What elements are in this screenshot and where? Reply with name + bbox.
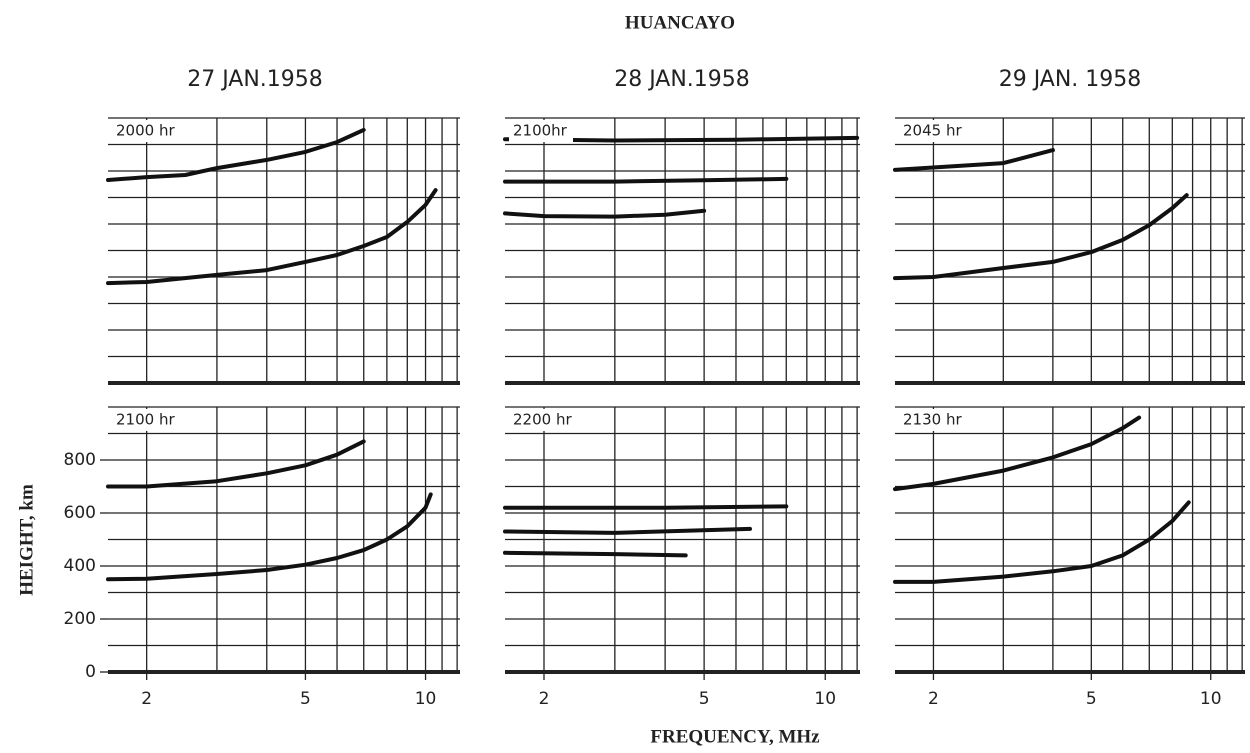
y-tick-label: 200 [64,609,96,629]
time-label: 2100 hr [116,411,175,429]
echo-trace [106,439,366,489]
x-tick-label: 5 [1086,689,1097,709]
x-tick-label: 5 [300,689,311,709]
time-label-bg [112,120,176,142]
x-tick-label: 2 [539,689,550,709]
time-label-bg [509,120,573,142]
echo-trace [893,193,1189,281]
x-tick-label: 10 [1200,689,1222,709]
time-label-bg [112,409,176,431]
y-tick-label: 0 [85,662,96,682]
y-axis-label: HEIGHT, km [16,484,37,596]
time-label-bg [509,409,573,431]
y-tick-label: 600 [64,503,96,523]
time-label-bg [899,409,963,431]
echo-trace [503,208,707,219]
figure-title: HUANCAYO [625,12,735,33]
echo-trace [893,415,1142,492]
column-date: 28 JAN.1958 [614,67,750,92]
y-tick-label: 400 [64,556,96,576]
echo-trace [503,176,789,184]
time-label: 2000 hr [116,122,175,140]
x-tick-label: 2 [141,689,152,709]
echo-trace [106,188,438,286]
x-tick-label: 10 [415,689,437,709]
y-tick-label: 800 [64,450,96,470]
column-date: 27 JAN.1958 [187,67,323,92]
echo-trace [893,500,1191,584]
x-axis-label: FREQUENCY, MHz [650,726,820,747]
echo-trace [503,550,688,558]
x-tick-label: 10 [814,689,836,709]
time-label: 2200 hr [513,411,572,429]
column-date: 29 JAN. 1958 [999,67,1142,92]
echo-trace [106,492,433,582]
x-tick-label: 5 [699,689,710,709]
time-label-bg [899,120,963,142]
x-tick-label: 2 [928,689,939,709]
echo-trace [503,504,789,510]
echo-trace [503,526,752,535]
echo-trace [893,148,1055,172]
time-label: 2130 hr [903,411,962,429]
time-label: 2100hr [513,122,568,140]
time-label: 2045 hr [903,122,962,140]
echo-trace [106,127,366,182]
